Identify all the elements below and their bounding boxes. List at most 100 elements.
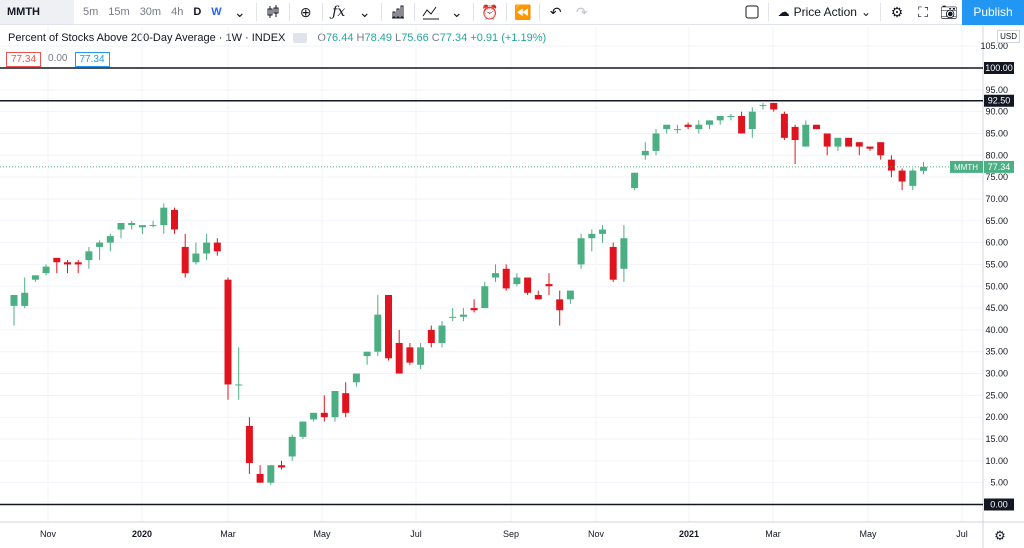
eye-icon[interactable] xyxy=(293,33,308,43)
candle-body xyxy=(673,129,681,131)
candle-body xyxy=(470,308,478,311)
timeframe-5m[interactable]: 5m xyxy=(83,6,99,18)
last-price-label-bg xyxy=(984,160,1014,173)
undo-icon[interactable]: ↶ xyxy=(549,3,562,20)
candle-body xyxy=(813,124,820,130)
candle-body xyxy=(245,425,253,464)
toolbar-divider xyxy=(767,3,769,21)
timeframe-w[interactable]: W xyxy=(211,6,222,18)
currency-label[interactable]: USD xyxy=(997,30,1020,43)
candle-body xyxy=(181,246,189,274)
candle-body xyxy=(748,111,756,130)
candle-body xyxy=(534,294,542,300)
timeframe-30m[interactable]: 30m xyxy=(139,6,162,18)
candle-body xyxy=(331,391,339,418)
candle-body xyxy=(427,329,435,343)
candle-body xyxy=(631,172,639,189)
y-tick-label: 95.00 xyxy=(985,85,1008,95)
gear-icon[interactable]: ⚙ xyxy=(994,529,1006,544)
candle-body xyxy=(599,229,606,234)
series-title[interactable]: Percent of Stocks Above 200-Day Average … xyxy=(8,32,286,44)
candle-body xyxy=(128,222,136,226)
toolbar-right: ☁ Price Action ⌄ ⚙ ⛶ 📷︎ Publish xyxy=(739,0,1024,25)
x-tick-label: Jul xyxy=(956,529,968,539)
gear-icon[interactable]: ⚙ xyxy=(890,3,904,20)
horizontal-line-label-bg xyxy=(984,498,1014,511)
candle-body xyxy=(834,137,842,147)
value-box-blue: 77.34 xyxy=(74,52,110,67)
candle-body xyxy=(149,225,157,227)
candle-body xyxy=(85,251,93,261)
compare-plus-icon[interactable]: ⊕ xyxy=(299,3,312,20)
y-tick-label: 25.00 xyxy=(985,390,1008,400)
y-tick-label: 40.00 xyxy=(985,325,1008,335)
candle-body xyxy=(759,105,767,107)
candle-body xyxy=(310,412,318,420)
candle-body xyxy=(845,137,853,147)
x-tick-label: Jul xyxy=(410,529,422,539)
candle-body xyxy=(342,393,350,413)
x-tick-label: Mar xyxy=(220,529,236,539)
layout-selector[interactable]: ☁ Price Action ⌄ xyxy=(772,5,877,19)
horizontal-line-label-bg xyxy=(984,94,1014,107)
top-toolbar: MMTH 5m 15m 30m 4h D W ⌄ ⊕ ƒx ⌄ ⌄ ⏰ ⏪ ↶ … xyxy=(0,0,1024,25)
camera-icon[interactable]: 📷︎ xyxy=(940,3,958,20)
candle-body xyxy=(406,347,414,363)
candle-body xyxy=(909,170,917,186)
candle-body xyxy=(652,133,660,151)
indicators-fx-icon[interactable]: ƒx xyxy=(332,4,346,20)
y-tick-label: 85.00 xyxy=(985,128,1008,138)
y-tick-label: 10.00 xyxy=(985,456,1008,466)
candle-body xyxy=(74,262,82,265)
candle-body xyxy=(320,412,328,418)
horizontal-line-label: 0.00 xyxy=(990,500,1008,510)
change-value: +0.91 (+1.19%) xyxy=(470,32,547,44)
y-tick-label: 30.00 xyxy=(985,369,1008,379)
financials-icon[interactable] xyxy=(385,0,411,24)
chevron-down-icon[interactable]: ⌄ xyxy=(358,3,371,20)
y-tick-label: 105.00 xyxy=(980,41,1008,51)
y-tick-label: 35.00 xyxy=(985,347,1008,357)
x-tick-label: 2021 xyxy=(679,529,699,539)
toolbar-divider xyxy=(538,3,540,21)
candle-body xyxy=(780,113,788,138)
timeframe-d[interactable]: D xyxy=(193,6,202,18)
toolbar-divider xyxy=(880,3,881,21)
layout-name: Price Action xyxy=(793,5,857,19)
symbol-tag: MMTH xyxy=(954,163,978,172)
y-tick-label: 5.00 xyxy=(990,478,1008,488)
candle-body xyxy=(706,120,713,125)
timeframe-4h[interactable]: 4h xyxy=(171,6,184,18)
candle-body xyxy=(524,277,532,293)
chevron-down-icon[interactable]: ⌄ xyxy=(450,3,463,20)
symbol-tag-bg xyxy=(950,160,983,173)
y-tick-label: 55.00 xyxy=(985,259,1008,269)
value-box-grey: 0.00 xyxy=(48,53,68,64)
value-box-red: 77.34 xyxy=(6,52,42,67)
candle-body xyxy=(224,279,232,385)
fullscreen-icon[interactable]: ⛶ xyxy=(918,3,928,20)
fullscreen-square-icon[interactable] xyxy=(739,0,765,24)
candle-body xyxy=(385,294,392,359)
redo-icon[interactable]: ↷ xyxy=(575,3,588,20)
candle-body xyxy=(727,116,735,118)
candle-body xyxy=(278,465,285,468)
symbol-search[interactable]: MMTH xyxy=(0,0,74,24)
candles-icon[interactable] xyxy=(260,0,286,24)
low-value: 75.66 xyxy=(401,32,429,44)
candle-body xyxy=(352,373,360,383)
candle-body xyxy=(716,116,724,121)
templates-icon[interactable] xyxy=(418,0,444,24)
candle-body xyxy=(620,238,628,269)
chevron-down-icon[interactable]: ⌄ xyxy=(233,3,246,20)
candle-body xyxy=(877,142,885,156)
x-tick-label: Sep xyxy=(503,529,519,539)
candle-body xyxy=(363,351,371,357)
candle-body xyxy=(106,236,114,243)
replay-icon[interactable]: ⏪ xyxy=(513,3,532,20)
timeframe-15m[interactable]: 15m xyxy=(108,6,130,18)
alert-clock-icon[interactable]: ⏰ xyxy=(480,3,499,20)
candle-body xyxy=(492,273,499,278)
publish-button[interactable]: Publish xyxy=(962,0,1024,25)
